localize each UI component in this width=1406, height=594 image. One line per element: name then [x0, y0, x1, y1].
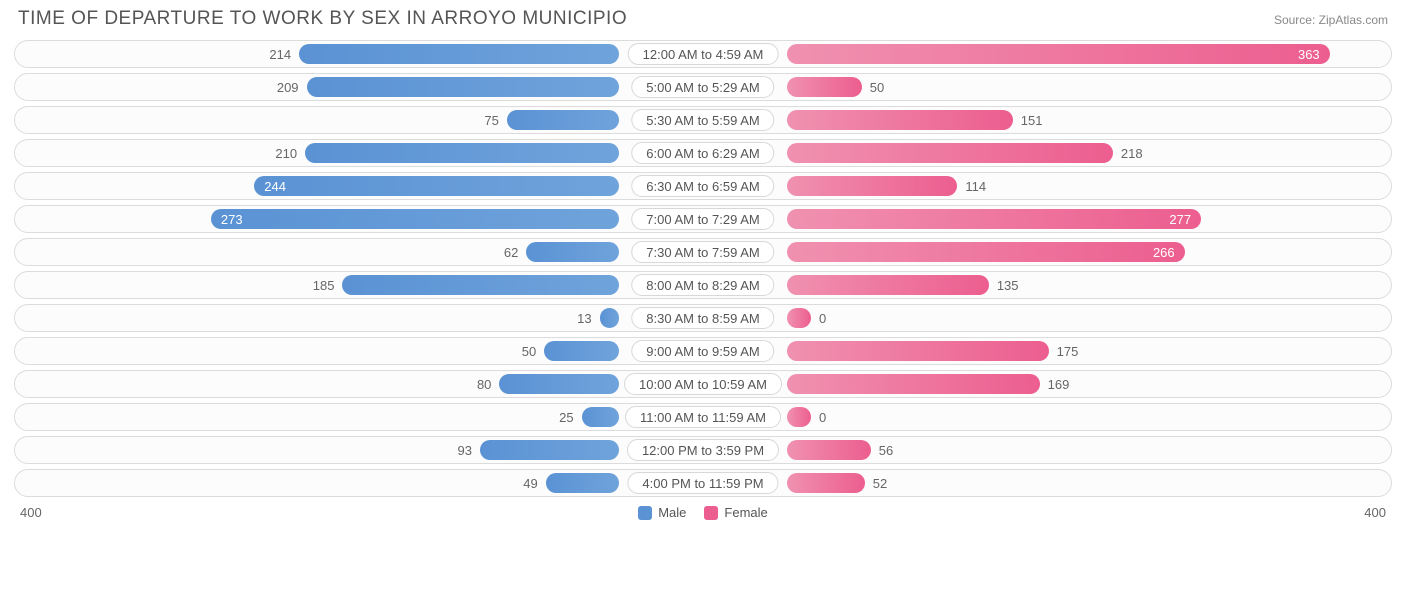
male-value: 244 — [264, 179, 286, 194]
male-bar — [480, 440, 619, 460]
legend-item-female: Female — [704, 505, 767, 520]
chart-title: TIME OF DEPARTURE TO WORK BY SEX IN ARRO… — [18, 8, 627, 30]
male-value: 185 — [305, 278, 343, 293]
female-value: 56 — [871, 443, 901, 458]
female-bar: 363 — [787, 44, 1330, 64]
female-value: 50 — [862, 80, 892, 95]
male-bar — [499, 374, 619, 394]
female-bar — [787, 440, 871, 460]
time-range-label: 11:00 AM to 11:59 AM — [625, 406, 781, 428]
male-value: 25 — [551, 410, 581, 425]
time-range-label: 6:00 AM to 6:29 AM — [631, 142, 774, 164]
time-range-label: 12:00 PM to 3:59 PM — [627, 439, 779, 461]
time-range-label: 4:00 PM to 11:59 PM — [627, 472, 778, 494]
time-range-label: 5:00 AM to 5:29 AM — [631, 76, 774, 98]
time-range-label: 5:30 AM to 5:59 AM — [631, 109, 774, 131]
legend-female-label: Female — [724, 505, 767, 520]
female-value: 52 — [865, 476, 895, 491]
female-value: 266 — [1153, 245, 1175, 260]
male-bar — [507, 110, 619, 130]
chart-row: 273 277 7:00 AM to 7:29 AM — [14, 205, 1392, 233]
male-value: 49 — [515, 476, 545, 491]
male-bar — [526, 242, 619, 262]
male-bar — [342, 275, 619, 295]
female-value: 363 — [1298, 47, 1320, 62]
chart-row: 209 50 5:00 AM to 5:29 AM — [14, 73, 1392, 101]
male-bar: 273 — [211, 209, 619, 229]
legend-item-male: Male — [638, 505, 686, 520]
diverging-bar-chart: 214 363 12:00 AM to 4:59 AM 209 50 5:00 AM to… — [14, 40, 1392, 497]
male-bar — [305, 143, 619, 163]
female-value: 277 — [1169, 212, 1191, 227]
chart-row: 93 56 12:00 PM to 3:59 PM — [14, 436, 1392, 464]
female-value: 0 — [811, 410, 834, 425]
time-range-label: 8:00 AM to 8:29 AM — [631, 274, 774, 296]
female-bar — [787, 176, 957, 196]
female-bar — [787, 110, 1013, 130]
axis-max-left: 400 — [20, 505, 42, 520]
male-value: 13 — [569, 311, 599, 326]
female-value: 114 — [957, 179, 994, 194]
time-range-label: 10:00 AM to 10:59 AM — [624, 373, 782, 395]
time-range-label: 8:30 AM to 8:59 AM — [631, 307, 774, 329]
male-value: 273 — [221, 212, 243, 227]
time-range-label: 6:30 AM to 6:59 AM — [631, 175, 774, 197]
axis-max-right: 400 — [1364, 505, 1386, 520]
time-range-label: 7:00 AM to 7:29 AM — [631, 208, 774, 230]
chart-row: 185 135 8:00 AM to 8:29 AM — [14, 271, 1392, 299]
legend-male-label: Male — [658, 505, 686, 520]
female-bar — [787, 275, 989, 295]
chart-row: 50 175 9:00 AM to 9:59 AM — [14, 337, 1392, 365]
female-value: 218 — [1113, 146, 1151, 161]
female-bar — [787, 341, 1049, 361]
female-value: 169 — [1040, 377, 1078, 392]
male-bar — [546, 473, 619, 493]
male-value: 62 — [496, 245, 526, 260]
male-bar: 244 — [254, 176, 619, 196]
chart-row: 210 218 6:00 AM to 6:29 AM — [14, 139, 1392, 167]
female-value: 151 — [1013, 113, 1051, 128]
chart-row: 62 266 7:30 AM to 7:59 AM — [14, 238, 1392, 266]
female-bar: 266 — [787, 242, 1185, 262]
legend: Male Female — [638, 505, 768, 520]
male-value: 93 — [450, 443, 480, 458]
chart-row: 75 151 5:30 AM to 5:59 AM — [14, 106, 1392, 134]
male-value: 214 — [261, 47, 299, 62]
female-bar — [787, 473, 865, 493]
female-value: 135 — [989, 278, 1027, 293]
chart-row: 244 114 6:30 AM to 6:59 AM — [14, 172, 1392, 200]
male-bar — [600, 308, 619, 328]
male-value: 210 — [267, 146, 305, 161]
female-value: 0 — [811, 311, 834, 326]
time-range-label: 12:00 AM to 4:59 AM — [628, 43, 779, 65]
male-value: 80 — [469, 377, 499, 392]
male-value: 50 — [514, 344, 544, 359]
female-bar — [787, 407, 811, 427]
female-bar — [787, 374, 1040, 394]
source-attribution: Source: ZipAtlas.com — [1274, 13, 1388, 27]
female-swatch — [704, 506, 718, 520]
male-bar — [582, 407, 619, 427]
male-swatch — [638, 506, 652, 520]
male-bar — [307, 77, 619, 97]
chart-row: 80 169 10:00 AM to 10:59 AM — [14, 370, 1392, 398]
male-value: 75 — [476, 113, 506, 128]
chart-row: 214 363 12:00 AM to 4:59 AM — [14, 40, 1392, 68]
chart-row: 49 52 4:00 PM to 11:59 PM — [14, 469, 1392, 497]
female-bar: 277 — [787, 209, 1201, 229]
time-range-label: 7:30 AM to 7:59 AM — [631, 241, 774, 263]
chart-row: 25 0 11:00 AM to 11:59 AM — [14, 403, 1392, 431]
male-value: 209 — [269, 80, 307, 95]
chart-row: 13 0 8:30 AM to 8:59 AM — [14, 304, 1392, 332]
female-bar — [787, 308, 811, 328]
male-bar — [544, 341, 619, 361]
time-range-label: 9:00 AM to 9:59 AM — [631, 340, 774, 362]
female-bar — [787, 77, 862, 97]
male-bar — [299, 44, 619, 64]
female-value: 175 — [1049, 344, 1087, 359]
female-bar — [787, 143, 1113, 163]
